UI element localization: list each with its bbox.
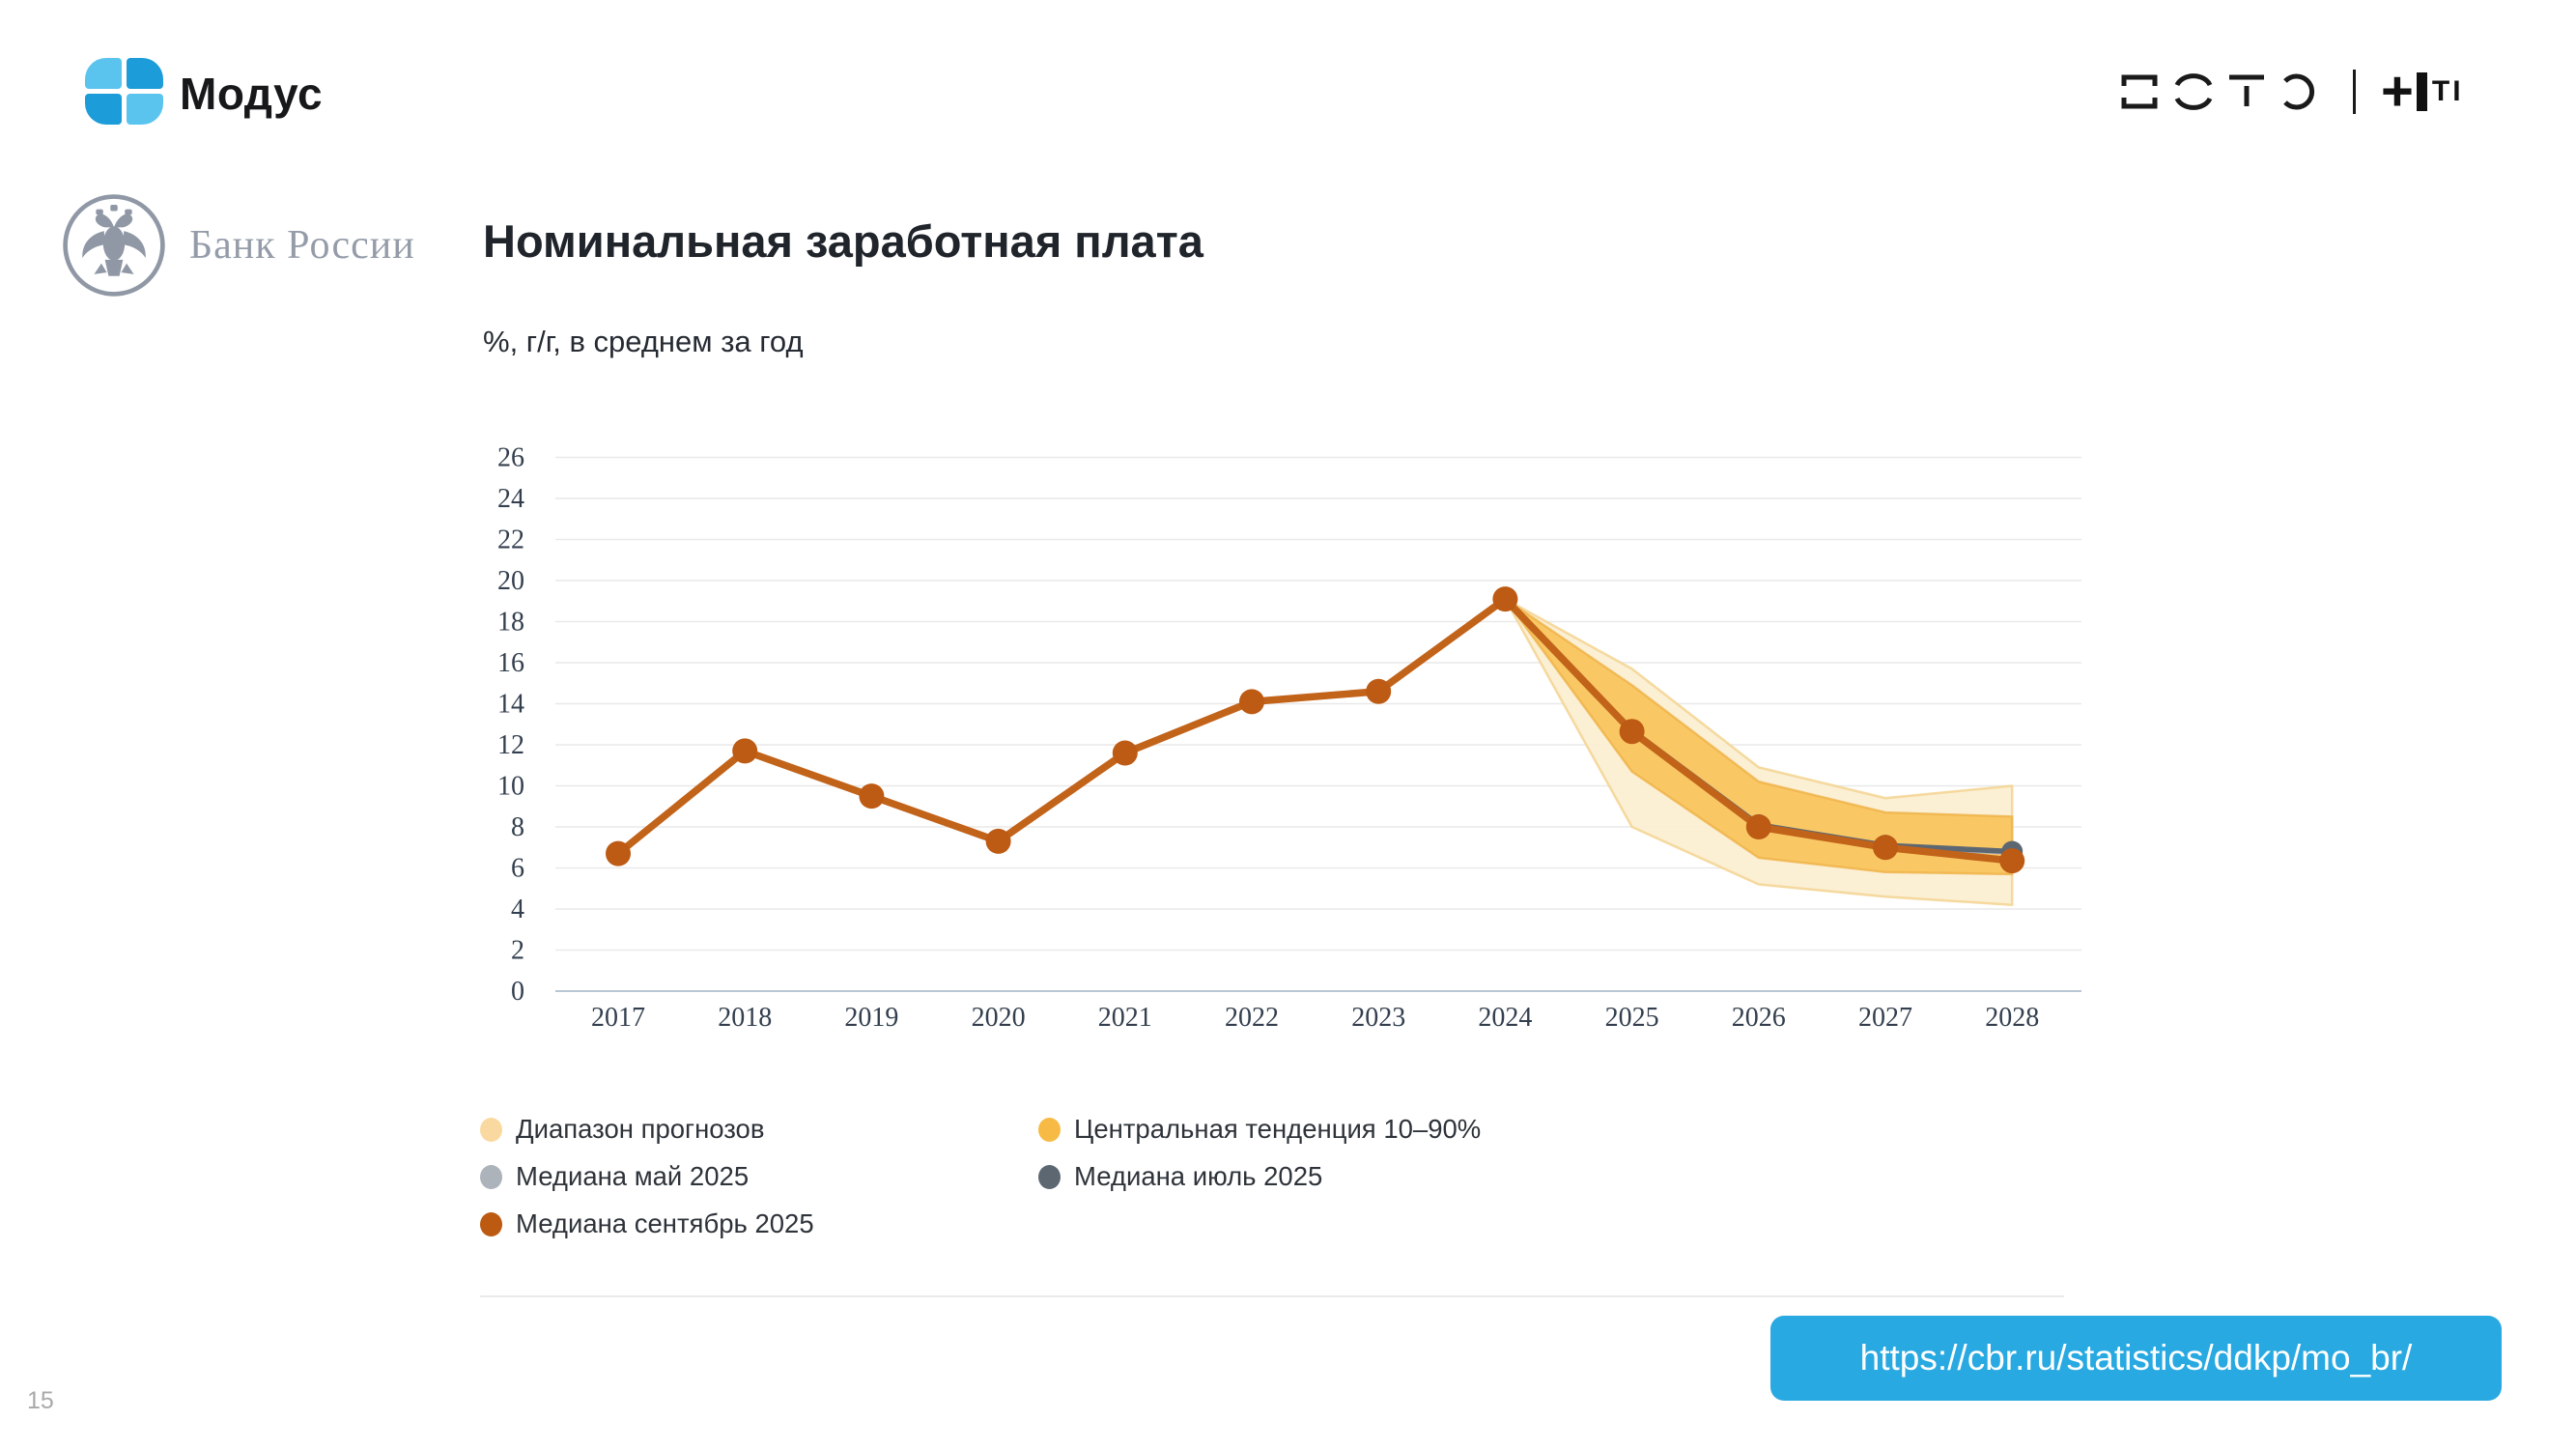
svg-text:2: 2 <box>511 936 524 966</box>
t1-bar-glyph <box>2416 72 2427 111</box>
central-tendency-swatch-icon <box>1038 1117 1061 1142</box>
svg-text:2020: 2020 <box>972 1003 1026 1033</box>
legend-label: Медиана май 2025 <box>516 1161 750 1191</box>
legend-label: Диапазон прогнозов <box>516 1114 765 1144</box>
svg-text:22: 22 <box>497 526 524 555</box>
legend-label: Центральная тенденция 10–90% <box>1074 1114 1482 1144</box>
svg-text:26: 26 <box>497 443 524 473</box>
svg-text:2021: 2021 <box>1098 1003 1152 1033</box>
median-july-swatch-icon <box>1038 1164 1061 1189</box>
footer-divider <box>480 1295 2064 1297</box>
modus-logo-icon <box>85 58 164 126</box>
svg-text:10: 10 <box>497 772 524 802</box>
legend-item-forecast-range: Диапазон прогнозов <box>480 1113 1038 1146</box>
page-title: Номинальная заработная плата <box>483 215 1203 267</box>
svg-text:18: 18 <box>497 608 524 638</box>
modus-square-bottomleft <box>85 94 122 125</box>
t1-plus-glyph: + <box>2381 60 2414 123</box>
chart-units-subtitle: %, г/г, в среднем за год <box>483 325 804 358</box>
legend-label: Медиана сентябрь 2025 <box>516 1208 814 1238</box>
partner-logos: + ТI <box>2121 60 2511 123</box>
svg-text:12: 12 <box>497 730 524 760</box>
svg-text:2023: 2023 <box>1351 1003 1405 1033</box>
svg-text:2027: 2027 <box>1858 1003 1912 1033</box>
logo-divider <box>2353 70 2356 114</box>
nota-logo-icon <box>2121 73 2315 110</box>
svg-text:0: 0 <box>511 977 524 1007</box>
svg-text:2028: 2028 <box>1985 1003 2039 1033</box>
chart-legend: Диапазон прогнозов Центральная тенденция… <box>480 1113 1481 1240</box>
modus-square-bottomright <box>127 94 163 125</box>
svg-text:16: 16 <box>497 648 524 678</box>
legend-label: Медиана июль 2025 <box>1074 1161 1323 1191</box>
median-september-swatch-icon <box>480 1211 502 1236</box>
svg-text:2026: 2026 <box>1732 1003 1786 1033</box>
svg-text:2025: 2025 <box>1605 1003 1659 1033</box>
svg-text:2017: 2017 <box>591 1003 645 1033</box>
bank-russia-wordmark: Банк России <box>189 223 415 268</box>
source-url-text: https://cbr.ru/statistics/ddkp/mo_br/ <box>1859 1338 2413 1378</box>
forecast-range-swatch-icon <box>480 1117 502 1142</box>
source-url-button[interactable]: https://cbr.ru/statistics/ddkp/mo_br/ <box>1770 1316 2502 1401</box>
bank-russia-eagle-icon <box>63 194 165 297</box>
legend-item-central-tendency: Центральная тенденция 10–90% <box>1038 1113 1481 1146</box>
svg-text:20: 20 <box>497 566 524 596</box>
legend-item-median-september: Медиана сентябрь 2025 <box>480 1208 1038 1240</box>
legend-item-median-july: Медиана июль 2025 <box>1038 1160 1481 1193</box>
page-number: 15 <box>27 1387 54 1414</box>
legend-item-median-may: Медиана май 2025 <box>480 1160 1038 1193</box>
svg-text:2022: 2022 <box>1225 1003 1279 1033</box>
svg-text:24: 24 <box>497 484 524 514</box>
svg-text:8: 8 <box>511 812 524 842</box>
svg-text:2019: 2019 <box>844 1003 898 1033</box>
svg-text:2024: 2024 <box>1478 1003 1532 1033</box>
svg-text:4: 4 <box>511 895 524 924</box>
svg-text:14: 14 <box>497 690 524 720</box>
modus-square-topright <box>127 58 163 89</box>
modus-square-topleft <box>85 58 122 89</box>
t1-logo: + ТI <box>2381 60 2464 123</box>
svg-text:2018: 2018 <box>718 1003 772 1033</box>
modus-wordmark: Модус <box>180 69 324 119</box>
median-may-swatch-icon <box>480 1164 502 1189</box>
t1-ti-glyph: ТI <box>2431 75 2464 107</box>
svg-text:6: 6 <box>511 854 524 884</box>
